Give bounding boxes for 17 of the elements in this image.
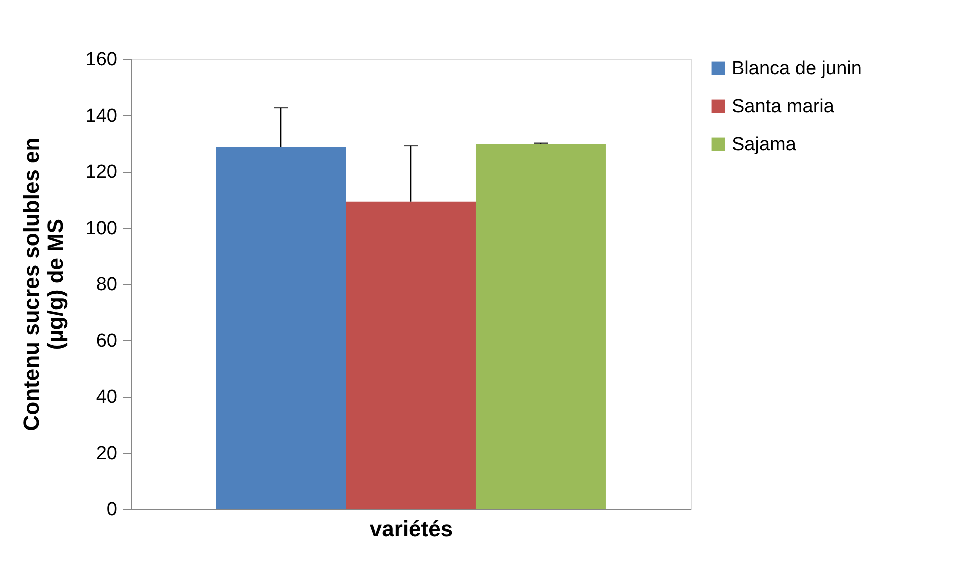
y-tick-label: 20 bbox=[96, 443, 118, 464]
x-axis-title: variétés bbox=[370, 516, 454, 542]
legend-label: Sajama bbox=[732, 134, 797, 156]
legend-label: Santa maria bbox=[732, 96, 835, 118]
y-tick-label: 0 bbox=[106, 500, 118, 520]
y-tick-label: 160 bbox=[86, 50, 118, 70]
y-tick-label: 80 bbox=[96, 274, 118, 296]
bar bbox=[476, 144, 606, 509]
y-tick-label: 60 bbox=[96, 330, 118, 352]
y-tick-label: 40 bbox=[96, 387, 118, 408]
bar bbox=[216, 147, 346, 509]
legend-label: Blanca de junin bbox=[732, 58, 862, 80]
y-tick-label: 100 bbox=[86, 218, 118, 240]
y-tick-label: 140 bbox=[86, 106, 118, 127]
y-tick-label: 120 bbox=[86, 162, 118, 183]
y-axis-title: Contenu sucres solubles en (µg/g) de MS bbox=[18, 138, 68, 432]
bar bbox=[346, 202, 476, 509]
